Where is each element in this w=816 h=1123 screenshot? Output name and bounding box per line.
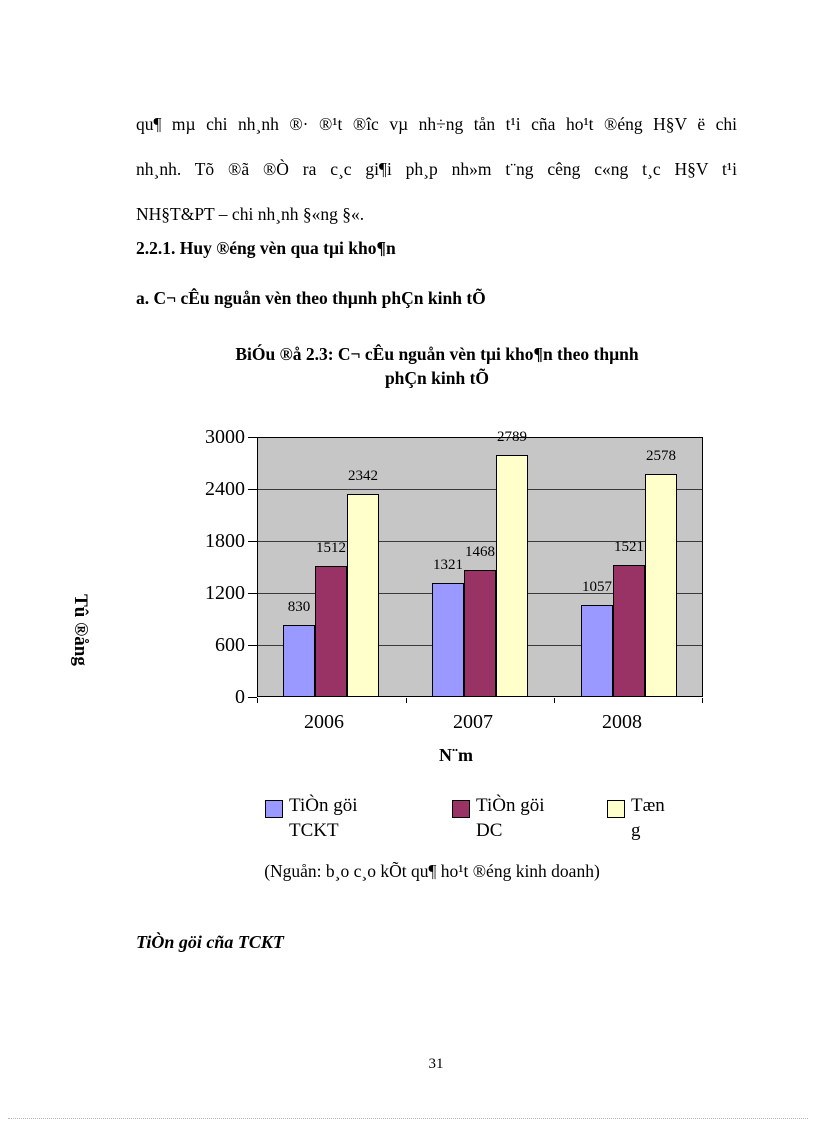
legend-label-0-line-0: TiÒn göi: [289, 795, 358, 816]
chart-source-note: (Nguån: b¸o c¸o kÕt qu¶ ho¹t ®éng kinh d…: [264, 861, 600, 881]
y-tick-label-600: 600: [215, 634, 245, 656]
legend-label-2: Tæn g: [631, 793, 665, 843]
legend-label-2-line-1: g: [631, 820, 641, 841]
y-tick-mark-600: [248, 645, 257, 646]
legend-swatch-0: [265, 800, 283, 818]
bar-value-label-2006-series-2: 2342: [348, 468, 378, 484]
y-tick-label-0: 0: [235, 686, 245, 708]
bar-value-label-2006-series-0: 830: [287, 599, 311, 615]
chart-title: BiÓu ®å 2.3: C¬ cÊu nguån vèn tµi kho¶n …: [117, 342, 757, 390]
bar-value-label-2008-series-2: 2578: [646, 448, 676, 464]
bar-value-label-2008-series-0: 1057: [582, 579, 612, 595]
y-tick-mark-1200: [248, 593, 257, 594]
legend-label-1-line-0: TiÒn göi: [476, 795, 545, 816]
page-break-dotted-line: [8, 1118, 808, 1119]
gridline-2400: [258, 489, 702, 490]
bar-2006-series-0: [283, 625, 315, 697]
bar-2007-series-2: [496, 455, 528, 697]
y-tick-label-2400: 2400: [205, 478, 245, 500]
bar-value-label-2006-series-1: 1512: [316, 540, 346, 556]
gridline-1800: [258, 541, 702, 542]
bar-value-label-2008-series-1: 1521: [614, 539, 644, 555]
y-tick-mark-3000: [248, 437, 257, 438]
subsection-heading: a. C¬ cÊu nguån vèn theo thµnh phÇn kinh…: [136, 288, 486, 308]
x-tick-mark-2007: [406, 698, 407, 703]
bar-value-label-2007-series-0: 1321: [433, 557, 463, 573]
paragraph-line-1: qu¶ mµ chi nh¸nh ®· ®¹t ®îc vµ nh÷ng tån…: [136, 114, 737, 134]
y-tick-mark-0: [248, 697, 257, 698]
legend-swatch-2: [607, 800, 625, 818]
x-axis-title: N¨m: [439, 745, 473, 765]
closing-heading: TiÒn göi cña TCKT: [136, 932, 284, 952]
bar-2007-series-1: [464, 570, 496, 697]
bar-2008-series-2: [645, 474, 677, 697]
chart-title-line-2: phÇn kinh tÕ: [384, 368, 490, 388]
legend-label-2-line-0: Tæn: [631, 795, 665, 816]
y-axis-title: Tû ®ång: [70, 594, 91, 666]
bar-2007-series-0: [432, 583, 464, 697]
paragraph-line-2: nh¸nh. Tõ ®ã ®Ò ra c¸c gi¶i ph¸p nh»m t¨…: [136, 159, 737, 179]
y-tick-label-1200: 1200: [205, 582, 245, 604]
legend-label-0: TiÒn göi TCKT: [289, 793, 357, 843]
x-tick-mark-2006: [257, 698, 258, 703]
y-tick-mark-2400: [248, 489, 257, 490]
x-tick-mark-2008: [554, 698, 555, 703]
bar-2006-series-2: [347, 494, 379, 697]
x-tick-label-2006: 2006: [304, 711, 344, 733]
legend-label-1: TiÒn göi DC: [476, 793, 544, 843]
x-tick-mark-end: [702, 698, 703, 703]
bar-2006-series-1: [315, 566, 347, 697]
bar-value-label-2007-series-2: 2789: [497, 429, 527, 445]
bar-2008-series-1: [613, 565, 645, 697]
x-tick-label-2007: 2007: [453, 711, 493, 733]
page-number: 31: [428, 1056, 444, 1072]
legend-label-0-line-1: TCKT: [289, 820, 339, 841]
bar-value-label-2007-series-1: 1468: [465, 544, 495, 560]
legend-label-1-line-1: DC: [476, 820, 503, 841]
x-tick-label-2008: 2008: [602, 711, 642, 733]
chart-title-line-1: BiÓu ®å 2.3: C¬ cÊu nguån vèn tµi kho¶n …: [235, 344, 639, 364]
paragraph-line-3: NH§T&PT – chi nh¸nh §«ng §«.: [136, 204, 365, 224]
section-heading: 2.2.1. Huy ®éng vèn qua tµi kho¶n: [136, 238, 396, 258]
y-tick-label-3000: 3000: [205, 426, 245, 448]
y-tick-mark-1800: [248, 541, 257, 542]
legend-swatch-1: [452, 800, 470, 818]
y-tick-label-1800: 1800: [205, 530, 245, 552]
bar-2008-series-0: [581, 605, 613, 697]
